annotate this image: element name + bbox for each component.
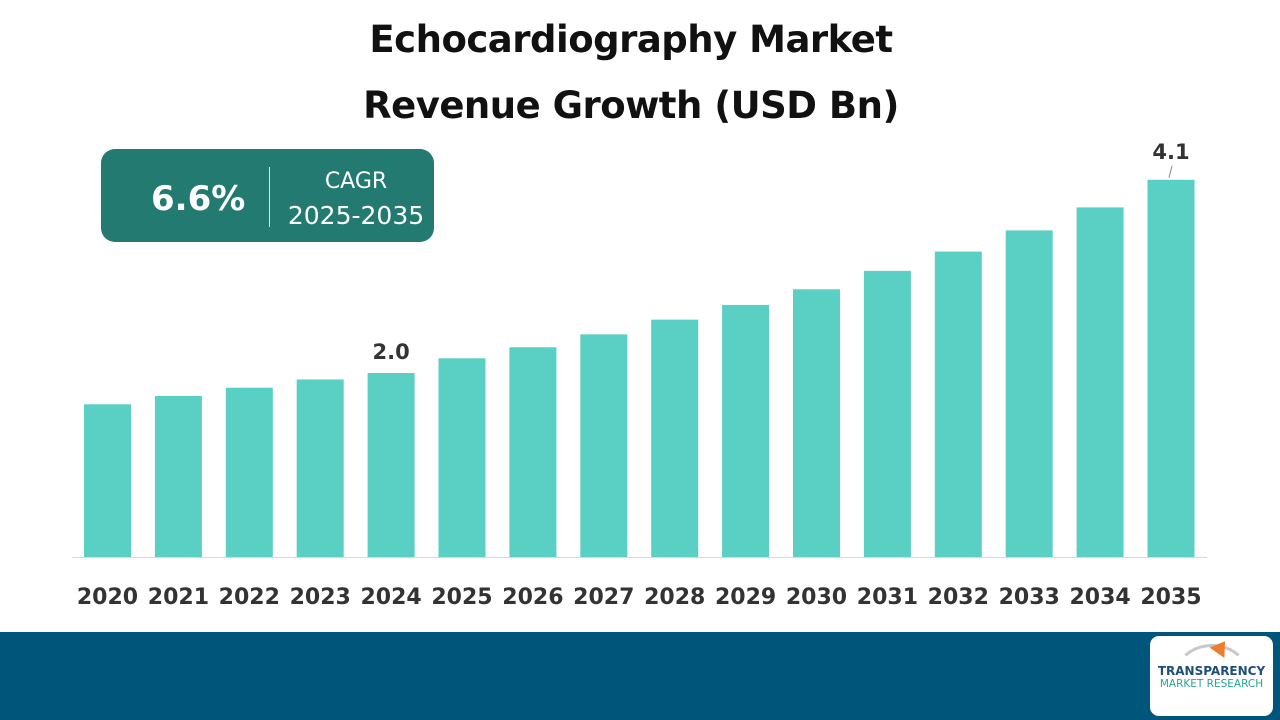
x-tick-label-2030: 2030 — [786, 585, 847, 610]
x-tick-label-2034: 2034 — [1069, 585, 1130, 610]
chart-title-line-2: Revenue Growth (USD Bn) — [363, 84, 899, 127]
cagr-box: 6.6% CAGR 2025-2035 — [101, 149, 434, 242]
x-tick-label-2023: 2023 — [290, 585, 351, 610]
bar-2034 — [1076, 207, 1124, 557]
x-tick-label-2021: 2021 — [148, 585, 209, 610]
company-logo: TRANSPARENCY MARKET RESEARCH — [1150, 636, 1273, 716]
bar-chart: 2020 2021 2022 2023 2024 2.0 2025 2026 2027 2028 2… — [72, 140, 1207, 610]
x-tick-label-2022: 2022 — [219, 585, 280, 610]
bar-2022 — [225, 387, 273, 557]
cagr-label: CAGR — [324, 169, 388, 194]
x-tick-label-2029: 2029 — [715, 585, 776, 610]
data-label-2035: 4.1 — [1152, 140, 1189, 164]
x-tick-label-2028: 2028 — [644, 585, 705, 610]
leader-line-2035 — [1168, 165, 1173, 178]
bar-2020 — [84, 404, 131, 557]
x-tick-label-2026: 2026 — [502, 585, 563, 610]
x-tick-label-2031: 2031 — [857, 585, 918, 610]
bar-2024 — [367, 373, 415, 557]
bar-2031 — [863, 270, 911, 557]
x-tick-label-2024: 2024 — [360, 585, 421, 610]
data-label-2024: 2.0 — [372, 340, 409, 364]
logo-text-2: MARKET RESEARCH — [1159, 678, 1264, 690]
bar-2032 — [934, 251, 982, 557]
x-tick-label-2027: 2027 — [573, 585, 634, 610]
bar-2030 — [793, 289, 840, 557]
x-tick-label-2033: 2033 — [999, 585, 1060, 610]
logo-text-1: TRANSPARENCY — [1157, 664, 1266, 678]
bar-2023 — [296, 379, 344, 557]
x-tick-label-2020: 2020 — [77, 585, 138, 610]
bar-2027 — [580, 334, 628, 557]
logo-arc — [1174, 644, 1250, 710]
footer-band — [0, 632, 1280, 720]
bar-2035 — [1147, 179, 1195, 558]
x-tick-label-2035: 2035 — [1140, 585, 1201, 610]
x-tick-label-2032: 2032 — [928, 585, 989, 610]
x-tick-label-2025: 2025 — [431, 585, 492, 610]
bar-2033 — [1005, 230, 1053, 557]
bar-2021 — [154, 396, 202, 557]
bar-2028 — [651, 319, 699, 557]
cagr-period: 2025-2035 — [287, 201, 425, 230]
bar-2025 — [438, 358, 486, 557]
bar-2026 — [509, 347, 557, 557]
chart-title-line-1: Echocardiography Market — [369, 18, 893, 61]
bar-2029 — [722, 304, 770, 557]
cagr-value: 6.6% — [151, 179, 246, 219]
cagr-divider — [269, 167, 270, 227]
